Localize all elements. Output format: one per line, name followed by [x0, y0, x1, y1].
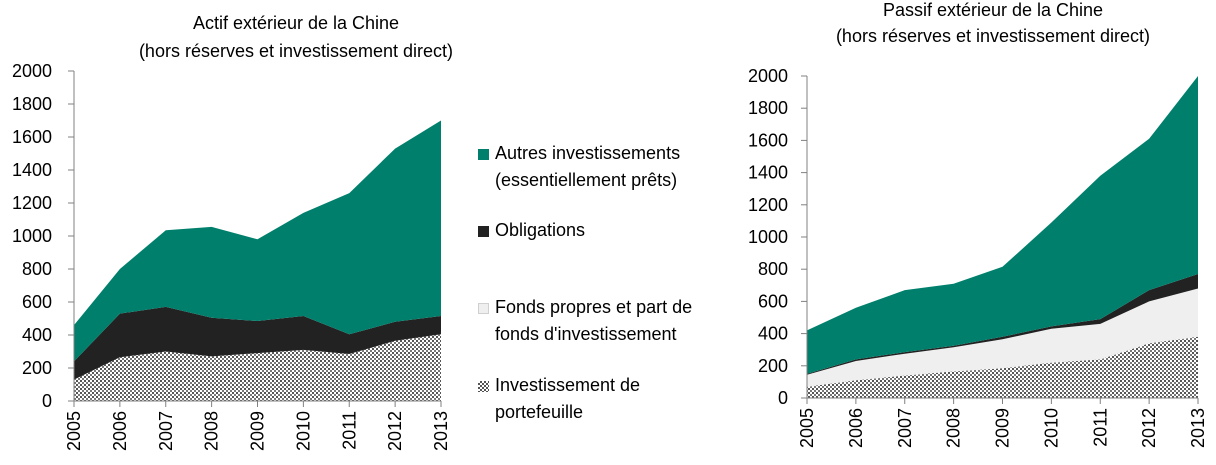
x-tick-label: 2005	[797, 408, 817, 448]
y-tick-label: 1600	[748, 130, 788, 150]
y-tick-label: 1000	[12, 226, 52, 246]
x-tick-label: 2009	[993, 408, 1013, 448]
x-tick-label: 2007	[895, 408, 915, 448]
y-tick-label: 400	[22, 325, 52, 345]
x-tick-label: 2010	[293, 411, 313, 451]
y-tick-label: 2000	[12, 61, 52, 81]
x-tick-label: 2005	[64, 411, 84, 451]
series-area-autres	[807, 76, 1198, 374]
series-area-portefeuille	[74, 334, 441, 401]
x-tick-label: 2008	[944, 408, 964, 448]
y-tick-label: 0	[778, 388, 788, 408]
y-tick-label: 1800	[748, 98, 788, 118]
series-area-portefeuille	[807, 336, 1198, 398]
legend-item-obligations: Obligations	[478, 217, 585, 244]
series-area-fonds	[807, 288, 1198, 387]
x-tick-label: 2012	[1139, 408, 1159, 448]
legend-swatch-autres	[478, 149, 489, 160]
x-tick-label: 2009	[248, 411, 268, 451]
chart-title-line: Passif extérieur de la Chine	[883, 0, 1103, 20]
y-tick-label: 200	[758, 356, 788, 376]
legend-item-autres: Autres investissements (essentiellement …	[478, 140, 680, 194]
legend-swatch-fonds	[478, 303, 489, 314]
x-tick-label: 2006	[110, 411, 130, 451]
x-tick-label: 2011	[339, 411, 359, 450]
y-tick-label: 2000	[748, 66, 788, 86]
y-tick-label: 1200	[748, 195, 788, 215]
y-tick-label: 1000	[748, 227, 788, 247]
legend-label-fonds: Fonds propres et part de fonds d'investi…	[495, 297, 693, 344]
y-tick-label: 800	[22, 259, 52, 279]
legend-swatch-portefeuille	[478, 381, 489, 392]
y-tick-label: 1600	[12, 127, 52, 147]
y-tick-label: 1800	[12, 94, 52, 114]
y-tick-label: 1400	[12, 160, 52, 180]
series-area-obligations	[74, 306, 441, 380]
chart-title-line: (hors réserves et investissement direct)	[836, 26, 1150, 46]
series-area-autres	[74, 120, 441, 362]
chart-title-line: Actif extérieur de la Chine	[193, 13, 399, 33]
x-tick-label: 2010	[1041, 408, 1061, 448]
y-tick-label: 600	[22, 292, 52, 312]
y-tick-label: 800	[758, 259, 788, 279]
x-tick-label: 2012	[385, 411, 405, 451]
passif-chart: Passif extérieur de la Chine (hors réserv…	[748, 0, 1208, 448]
actif-chart: Actif extérieur de la Chine (hors réserve…	[12, 13, 453, 451]
legend-item-portefeuille: Investissement de portefeuille	[478, 372, 640, 426]
y-tick-label: 0	[42, 391, 52, 411]
legend-swatch-obligations	[478, 226, 489, 237]
y-tick-label: 200	[22, 358, 52, 378]
y-tick-label: 600	[758, 291, 788, 311]
y-tick-label: 1400	[748, 163, 788, 183]
x-tick-label: 2006	[846, 408, 866, 448]
x-tick-label: 2007	[156, 411, 176, 451]
y-tick-label: 1200	[12, 193, 52, 213]
y-tick-label: 400	[758, 324, 788, 344]
legend-item-fonds: Fonds propres et part de fonds d'investi…	[478, 294, 692, 348]
x-tick-label: 2011	[1090, 408, 1110, 447]
legend-label-obligations: Obligations	[495, 220, 586, 240]
x-tick-label: 2008	[202, 411, 222, 451]
legend-label-autres: Autres investissements (essentiellement …	[495, 143, 681, 190]
x-tick-label: 2013	[1188, 408, 1208, 448]
chart-title-line: (hors réserves et investissement direct)	[139, 41, 453, 61]
x-tick-label: 2013	[431, 411, 451, 451]
legend-label-portefeuille: Investissement de portefeuille	[495, 375, 641, 422]
